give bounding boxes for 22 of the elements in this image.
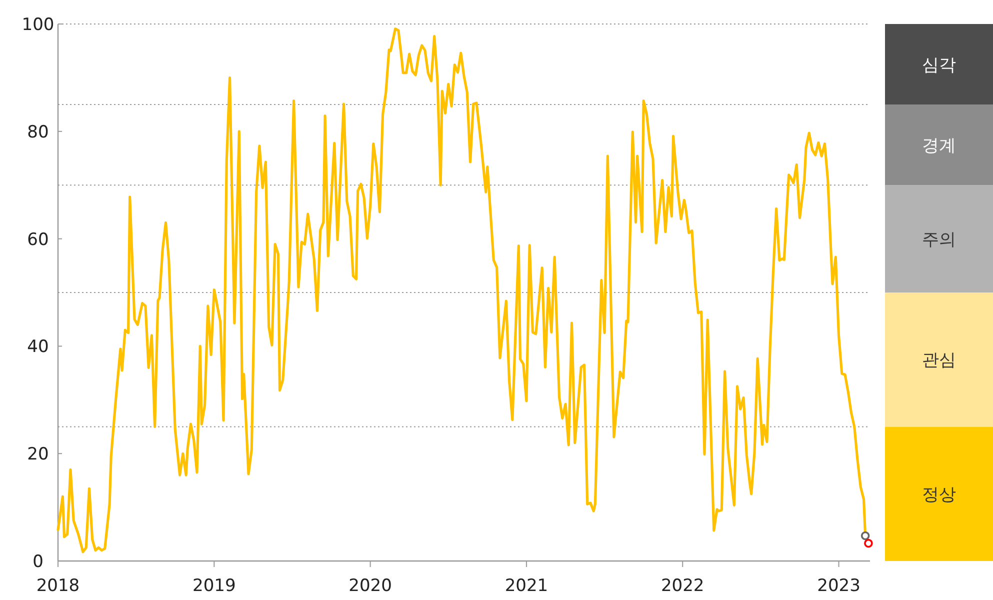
y-tick-label: 80	[27, 122, 49, 142]
y-tick-label: 100	[22, 15, 54, 35]
x-tick-label: 2021	[504, 576, 548, 596]
x-tick-label: 2019	[192, 576, 236, 596]
bar	[885, 185, 993, 292]
x-tick-label: 2020	[348, 576, 392, 596]
y-tick-label: 0	[32, 552, 44, 572]
bar	[885, 292, 993, 427]
y-tick-label: 40	[27, 337, 49, 358]
series-label: 정상	[922, 484, 956, 505]
x-tick-label: 2023	[817, 576, 860, 596]
bar	[885, 24, 993, 105]
series-label: 관심	[922, 350, 956, 371]
series-label: 경계	[922, 136, 956, 156]
y-tick-label: 20	[27, 444, 49, 465]
bar	[885, 426, 993, 561]
series-label: 심각	[922, 55, 956, 76]
series-label: 주의	[922, 230, 956, 250]
y-tick-label: 60	[27, 230, 49, 250]
x-tick-label: 2018	[36, 576, 80, 596]
x-tick-label: 2022	[660, 576, 704, 596]
bar	[885, 104, 993, 186]
